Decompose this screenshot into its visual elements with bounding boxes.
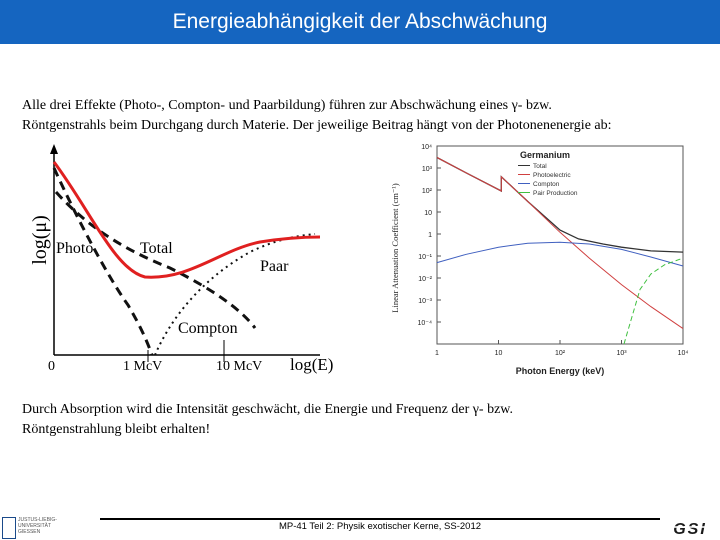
sketch-photo-curve [52,167,154,356]
sketch-tick-0: 0 [48,359,55,374]
sketch-tick-1mev-label: 1 McV [123,359,162,374]
chart-ytick-label: 1 [428,232,432,239]
sketch-label-paar: Paar [260,258,289,275]
chart-xtick-label: 10² [555,350,566,357]
intro-line-1: Alle drei Effekte (Photo-, Compton- und … [22,98,552,113]
chart-series-compton [436,241,684,267]
chart-ytick-label: 10⁻¹ [418,254,432,261]
chart-ytick-label: 10⁻³ [418,298,432,305]
outro-line-1: Durch Absorption wird die Intensität ges… [22,402,513,417]
chart-ytick-label: 10² [422,188,433,195]
sketch-label-total: Total [140,240,173,257]
chart-ytick-label: 10⁴ [421,144,432,151]
outro-paragraph: Durch Absorption wird die Intensität ges… [22,400,712,440]
footer-text: MP-41 Teil 2: Physik exotischer Kerne, S… [278,521,482,532]
germanium-attenuation-chart: Germanium 10⁴ 10³ 10² 10 1 10⁻¹ 10⁻² 10⁻³ 10⁻⁴ 1… [390,144,689,376]
university-line-2: UNIVERSITÄT [18,523,52,529]
intro-line-2: Röntgenstrahls beim Durchgang durch Mate… [22,118,612,133]
sketch-tick-10mev-label: 10 McV [216,359,262,374]
chart-xtick-label: 1 [435,350,439,357]
sketch-xlabel: log(E) [290,355,333,374]
chart-xtick-label: 10³ [616,350,627,357]
chart-xtick-label: 10⁴ [678,350,689,357]
sketch-label-photo: Photo [56,240,93,257]
chart-series-pair-production [623,257,684,345]
attenuation-sketch: log(μ) Photo Total Paar Compton 0 1 McV … [29,144,333,374]
chart-ytick-label: 10 [424,210,432,217]
sketch-label-compton: Compton [178,320,238,337]
chart-legend-label: Total [533,163,547,170]
sketch-ylabel: log(μ) [29,215,51,265]
chart-legend-label: Photoelectric [533,172,571,179]
chart-series-photoelectric [436,157,684,330]
chart-xtick-label: 10 [495,350,503,357]
intro-paragraph: Alle drei Effekte (Photo-, Compton- und … [22,96,712,136]
university-emblem-icon [2,517,16,539]
sketch-compton-curve [54,190,257,329]
chart-ytick-label: 10⁻² [418,276,432,283]
university-line-1: JUSTUS-LIEBIG- [18,517,57,523]
page-title: Energieabhängigkeit der Abschwächung [0,0,720,44]
gsi-logo-text: GSI [673,521,707,538]
sketch-y-arrow [50,144,58,154]
chart-xlabel: Photon Energy (keV) [516,366,605,376]
chart-ytick-label: 10⁻⁴ [418,320,433,327]
university-logo: JUSTUS-LIEBIG- UNIVERSITÄT GIESSEN [0,515,100,540]
gsi-logo: GSI [662,520,718,538]
chart-ylabel: Linear Attenuation Coefficient (cm⁻¹) [390,183,400,313]
chart-title: Germanium [520,150,570,160]
chart-ytick-label: 10³ [422,166,433,173]
chart-legend-label: Pair Production [533,190,578,197]
university-line-3: GIESSEN [18,529,41,535]
chart-legend-label: Compton [533,181,560,188]
sketch-total-curve [52,161,321,279]
footer-divider [100,518,660,520]
outro-line-2: Röntgenstrahlung bleibt erhalten! [22,422,211,437]
